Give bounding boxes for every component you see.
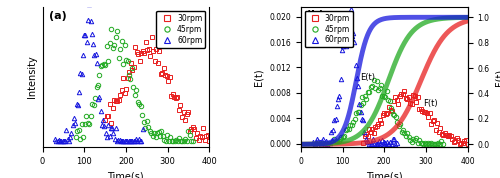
60rpm	[394, 142, 400, 144]
60rpm	[130, 140, 136, 142]
Line: 30rpm: 30rpm	[361, 89, 470, 146]
Line: 60rpm: 60rpm	[53, 2, 144, 143]
30rpm	[102, 119, 108, 121]
60rpm	[369, 143, 375, 145]
Line: 30rpm: 30rpm	[103, 34, 212, 143]
60rpm	[86, 3, 92, 5]
Text: (a): (a)	[49, 11, 67, 21]
45rpm	[331, 138, 337, 140]
Y-axis label: Intensity: Intensity	[27, 56, 37, 98]
45rpm	[145, 126, 151, 128]
45rpm	[150, 135, 156, 137]
30rpm	[392, 96, 398, 98]
60rpm	[140, 128, 145, 130]
60rpm	[312, 143, 318, 145]
Line: 45rpm: 45rpm	[332, 78, 444, 146]
45rpm	[440, 143, 446, 145]
45rpm	[108, 28, 114, 30]
30rpm	[401, 90, 407, 92]
45rpm	[340, 136, 346, 138]
45rpm	[420, 143, 426, 145]
60rpm	[378, 139, 384, 141]
Legend: 30rpm, 45rpm, 60rpm: 30rpm, 45rpm, 60rpm	[304, 11, 353, 47]
30rpm	[206, 140, 212, 142]
60rpm	[74, 103, 80, 105]
Text: E(t): E(t)	[360, 73, 376, 82]
30rpm	[161, 67, 167, 69]
45rpm	[73, 135, 79, 138]
X-axis label: Time(s): Time(s)	[108, 171, 144, 178]
60rpm	[372, 143, 378, 145]
Y-axis label: E(t): E(t)	[254, 68, 264, 86]
45rpm	[419, 142, 425, 144]
30rpm	[192, 137, 198, 139]
60rpm	[348, 8, 354, 10]
45rpm	[418, 142, 424, 144]
45rpm	[370, 79, 376, 81]
Legend: 30rpm, 45rpm, 60rpm: 30rpm, 45rpm, 60rpm	[156, 11, 206, 48]
45rpm	[179, 140, 185, 142]
Text: (b): (b)	[306, 10, 324, 20]
45rpm	[414, 142, 420, 144]
30rpm	[191, 128, 197, 130]
X-axis label: Time(s): Time(s)	[366, 171, 403, 178]
Y-axis label: F(t): F(t)	[495, 68, 500, 86]
45rpm	[430, 143, 436, 145]
30rpm	[457, 143, 463, 145]
45rpm	[190, 140, 196, 142]
45rpm	[163, 140, 169, 142]
30rpm	[126, 71, 132, 74]
30rpm	[384, 112, 390, 114]
30rpm	[406, 96, 411, 99]
60rpm	[54, 140, 60, 142]
30rpm	[374, 125, 380, 127]
45rpm	[154, 132, 160, 134]
60rpm	[92, 54, 98, 56]
60rpm	[52, 138, 58, 140]
60rpm	[64, 138, 70, 140]
45rpm	[126, 74, 132, 76]
60rpm	[310, 141, 316, 143]
30rpm	[134, 51, 140, 53]
Line: 45rpm: 45rpm	[74, 27, 194, 143]
60rpm	[386, 143, 392, 145]
60rpm	[388, 143, 394, 145]
Line: 60rpm: 60rpm	[311, 7, 399, 146]
30rpm	[464, 143, 470, 145]
45rpm	[144, 120, 150, 122]
Text: F(t): F(t)	[423, 99, 438, 108]
30rpm	[360, 142, 366, 144]
30rpm	[149, 36, 155, 38]
60rpm	[388, 141, 394, 143]
60rpm	[102, 132, 108, 134]
60rpm	[80, 54, 86, 56]
30rpm	[116, 99, 121, 101]
30rpm	[419, 110, 425, 112]
30rpm	[451, 141, 457, 143]
45rpm	[424, 143, 430, 145]
